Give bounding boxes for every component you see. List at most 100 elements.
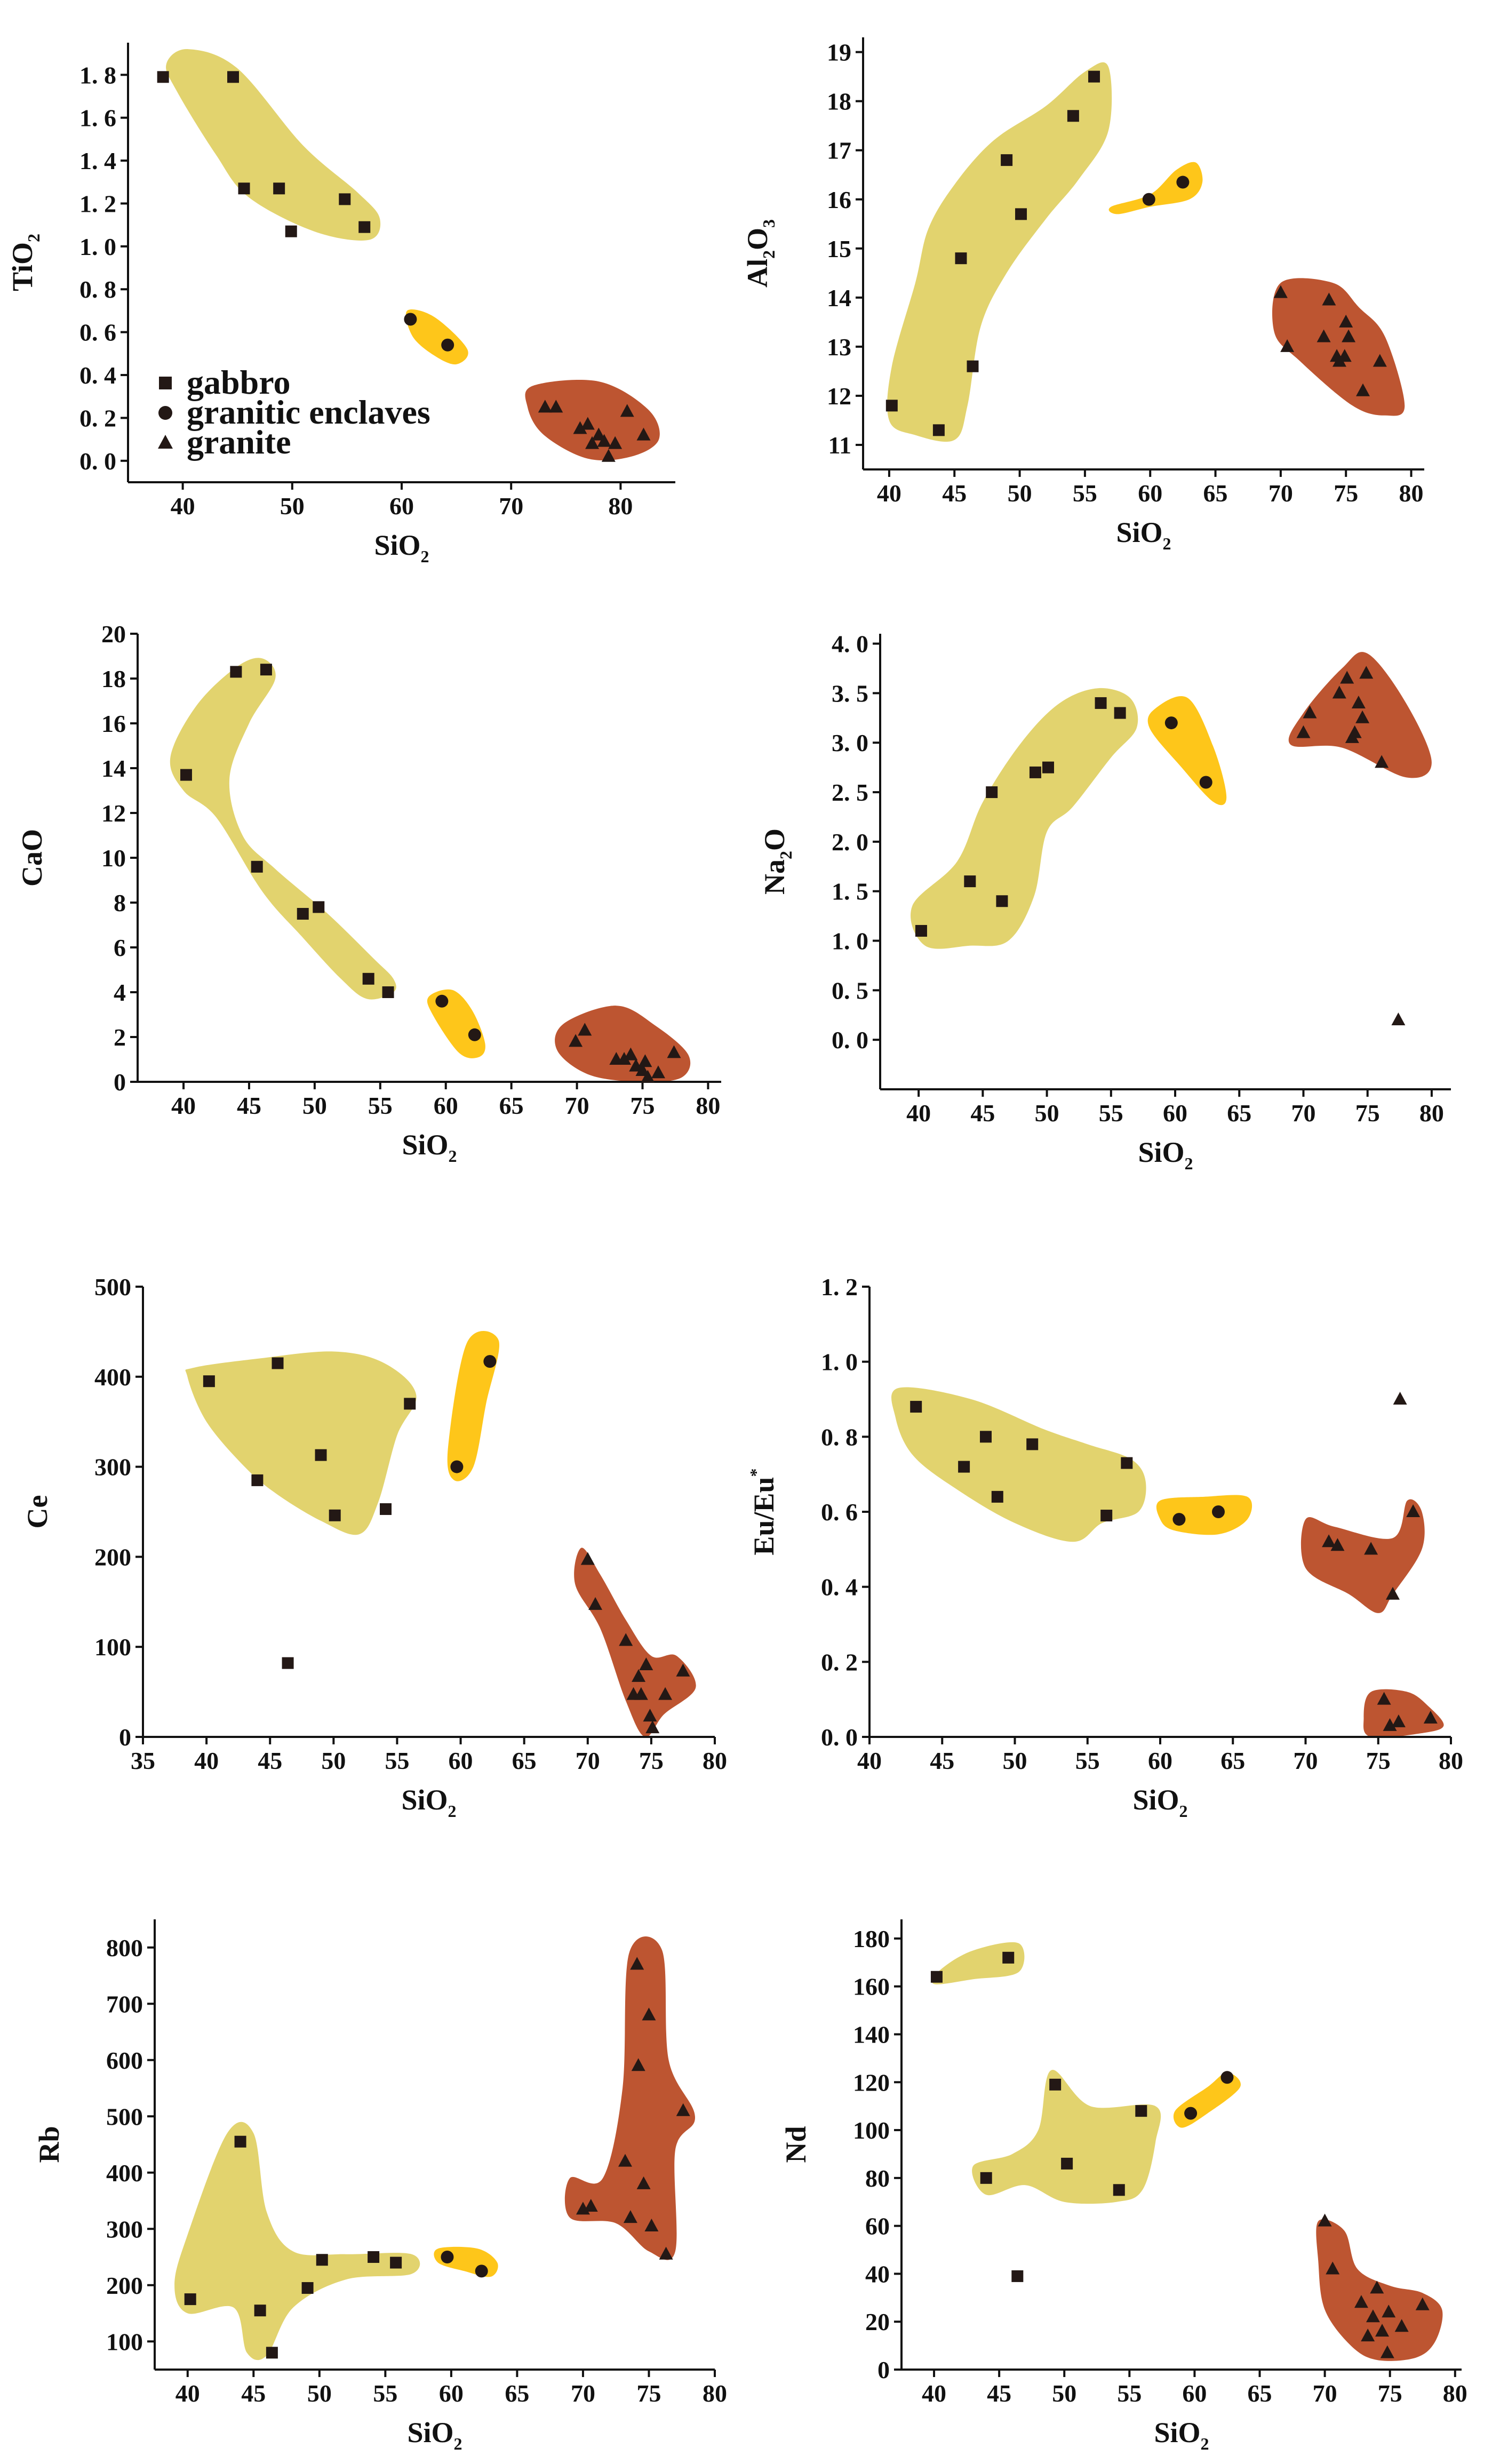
y-tick-label: 14	[101, 755, 126, 782]
granite-point	[584, 2199, 598, 2212]
gabbro-point	[1121, 1457, 1133, 1469]
x-tick-label: 50	[302, 1092, 327, 1119]
gabbro-point	[254, 2304, 266, 2317]
y-axis-title-subscript: 2	[776, 851, 795, 859]
granite-point	[643, 1709, 657, 1722]
y-axis-title: Ce	[21, 1495, 53, 1529]
y-tick-label: 19	[827, 39, 851, 66]
y-tick-label: 60	[865, 2213, 890, 2240]
y-tick-label: 12	[827, 382, 851, 410]
granite-point	[1375, 2324, 1390, 2337]
gabbro-point	[251, 860, 263, 873]
enclave-point	[1212, 1505, 1225, 1518]
gabbro-point	[964, 875, 976, 888]
y-tick-label: 18	[827, 88, 851, 115]
gabbro-field-region	[891, 1387, 1146, 1542]
y-tick-label: 1. 6	[79, 105, 116, 132]
y-tick-label: 3. 5	[832, 680, 868, 707]
y-tick-label: 600	[106, 2047, 143, 2074]
x-tick-label: 60	[434, 1092, 458, 1119]
chart-tio2: 40 50 60 70 80 0. 0 0. 2 0. 4 0. 6 0. 8 1. 0 1. 2 1.…	[6, 43, 675, 566]
x-tick-label: 50	[307, 2380, 332, 2407]
x-tick-label: 70	[1268, 480, 1293, 507]
gabbro-point	[282, 1657, 294, 1669]
granite-point	[644, 2218, 659, 2231]
y-tick-label: 10	[101, 844, 126, 872]
granite-point	[608, 436, 623, 449]
enclaves-field-region	[405, 309, 468, 365]
y-tick-label: 0. 0	[832, 1026, 868, 1054]
y-axis-title-subscript: 3	[759, 219, 778, 228]
y-tick-label: 16	[101, 710, 126, 737]
enclave-point	[1142, 193, 1155, 206]
x-tick-label: 60	[1148, 1747, 1172, 1774]
granite-point	[1377, 1692, 1391, 1705]
gabbro-point	[234, 2135, 246, 2148]
granite-field-region	[564, 1936, 695, 2260]
granite-point	[1273, 285, 1288, 298]
y-axis-title: Al2O3	[741, 219, 778, 288]
granite-point	[1322, 1534, 1336, 1548]
granite-point	[1406, 1504, 1421, 1517]
y-tick-label: 13	[827, 333, 851, 361]
y-tick-label: 0. 2	[821, 1648, 858, 1676]
gabbro-point	[315, 1449, 327, 1461]
x-tick-label: 70	[1294, 1747, 1318, 1774]
x-tick-label: 75	[1334, 480, 1358, 507]
y-axis-title-superscript: *	[746, 1468, 765, 1477]
x-tick-label: 65	[1203, 480, 1228, 507]
y-tick-label: 0. 5	[832, 977, 868, 1004]
y-tick-label: 1. 0	[79, 233, 116, 260]
granite-point	[620, 404, 634, 417]
x-tick-label: 80	[703, 2380, 727, 2407]
x-tick-label: 55	[385, 1747, 409, 1774]
y-tick-label: 20	[865, 2308, 890, 2335]
x-tick-label: 50	[1003, 1747, 1027, 1774]
x-tick-label: 35	[131, 1747, 155, 1774]
gabbro-point	[986, 786, 998, 799]
gabbro-field-region	[170, 658, 396, 1000]
y-axis-title-part: O	[741, 228, 773, 250]
y-tick-label: 0. 8	[821, 1423, 858, 1450]
gabbro-point	[316, 2254, 328, 2266]
gabbro-point	[1042, 761, 1054, 774]
gabbro-point	[1026, 1438, 1039, 1450]
y-tick-label: 200	[94, 1543, 131, 1570]
enclave-point	[450, 1460, 464, 1473]
x-tick-label: 45	[930, 1747, 954, 1774]
gabbro-point	[1002, 1951, 1015, 1964]
x-tick-label: 80	[1399, 480, 1424, 507]
granite-point	[1356, 383, 1370, 396]
x-tick-label: 70	[571, 2380, 595, 2407]
chart-ce: 35 40 45 50 55 60 65 70 75 80 0 100 200 300 400 500 SiO2…	[21, 1273, 727, 1821]
granite-point	[569, 1034, 583, 1047]
x-axis-title-subscript: 2	[421, 547, 429, 566]
x-tick-label: 40	[194, 1747, 219, 1774]
y-tick-label: 16	[827, 186, 851, 213]
gabbro-point	[238, 182, 250, 195]
x-tick-label: 80	[696, 1092, 720, 1119]
y-tick-label: 4. 0	[832, 631, 868, 658]
x-tick-label: 75	[639, 1747, 664, 1774]
gabbro-point	[358, 221, 371, 233]
x-tick-label: 55	[373, 2380, 397, 2407]
gabbro-point	[203, 1375, 215, 1388]
granite-point	[1382, 2304, 1396, 2318]
granite-point	[651, 1065, 665, 1079]
gabbro-point	[390, 2256, 402, 2269]
granite-point	[1342, 329, 1356, 342]
x-axis-title-subscript: 2	[454, 2434, 462, 2453]
y-tick-label: 0. 6	[79, 319, 116, 346]
x-tick-label: 50	[1052, 2380, 1076, 2407]
gabbro-point	[915, 924, 927, 937]
gabbro-point	[329, 1509, 341, 1521]
granite-point	[1361, 2329, 1375, 2342]
y-axis-title: Rb	[33, 2126, 65, 2163]
enclaves-field-region	[447, 1331, 500, 1481]
granite-point	[1391, 1012, 1406, 1026]
granite-point	[636, 427, 651, 441]
y-tick-label: 6	[114, 934, 126, 961]
x-axis-title: SiO2	[401, 1784, 456, 1821]
granite-point	[645, 1720, 660, 1734]
x-tick-label: 75	[1355, 1099, 1380, 1127]
